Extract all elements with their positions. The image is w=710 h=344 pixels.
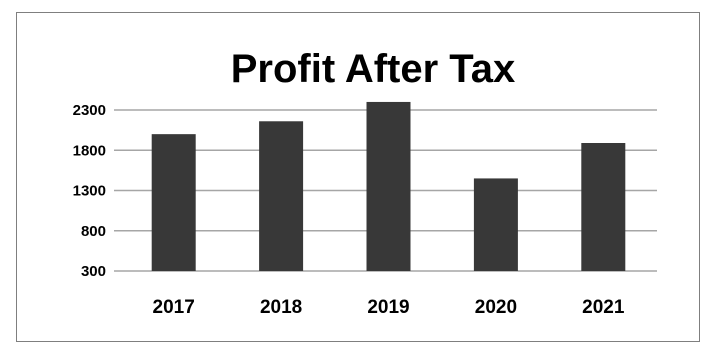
y-tick-label-800: 800 [81,223,106,240]
bar-2019 [366,101,411,271]
x-tick-label-2018: 2018 [260,297,302,318]
bars [151,101,626,272]
y-tick-label-1300: 1300 [73,183,106,200]
bar-2021 [581,143,626,271]
x-tick-label-2017: 2017 [153,297,195,318]
y-tick-label-2300: 2300 [73,102,106,119]
chart-title: Profit After Tax [231,47,515,91]
bar-2020 [473,178,518,271]
x-tick-label-2021: 2021 [582,297,625,318]
bar-2018 [259,121,304,272]
y-tick-label-300: 300 [81,263,106,280]
y-tick-label-1800: 1800 [73,142,106,159]
x-tick-label-2020: 2020 [475,297,517,318]
bar-2017 [151,134,196,271]
x-axis-ticks: 2017 2018 2019 2020 2021 [153,297,625,318]
x-tick-label-2019: 2019 [367,297,409,318]
y-axis-ticks: 300 800 1300 1800 2300 [73,102,106,280]
